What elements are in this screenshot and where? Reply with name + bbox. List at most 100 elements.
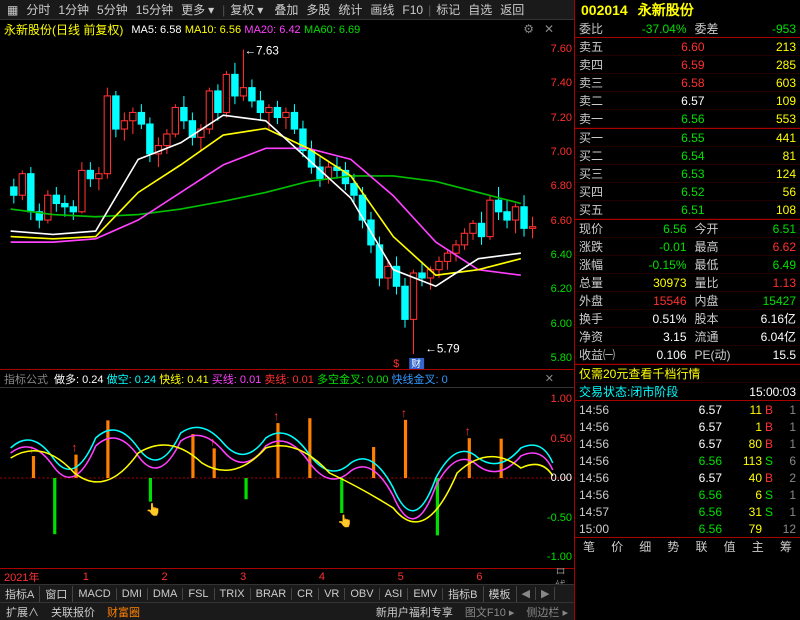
- bottom-btn[interactable]: 图文F10 ▸: [459, 604, 521, 620]
- ma-value: MA5: 6.58: [131, 24, 181, 36]
- svg-text:↑: ↑: [273, 409, 279, 423]
- svg-text:←7.63: ←7.63: [244, 43, 279, 57]
- stock-name: 永新股份: [638, 0, 694, 20]
- toolbar-btn[interactable]: 分时: [23, 1, 53, 18]
- axis-label: 7.20: [541, 112, 572, 124]
- indicator-tab[interactable]: TRIX: [215, 588, 251, 600]
- toolbar-btn[interactable]: 自选: [465, 1, 495, 18]
- toolbar-btn[interactable]: 统计: [335, 1, 365, 18]
- ind-value: 卖线: 0.01: [264, 374, 314, 386]
- right-tab[interactable]: 势: [667, 538, 679, 555]
- axis-label: 6.80: [541, 180, 572, 192]
- right-tab[interactable]: 细: [639, 538, 651, 555]
- svg-text:👆: 👆: [337, 513, 353, 528]
- indicator-tab[interactable]: DMA: [148, 588, 183, 600]
- toolbar-btn[interactable]: F10: [399, 3, 426, 17]
- right-tab[interactable]: 筹: [780, 538, 792, 555]
- indicator-tab[interactable]: VR: [319, 588, 345, 600]
- right-tab[interactable]: 价: [611, 538, 623, 555]
- main-chart[interactable]: ←7.63←5.79$财 7.607.407.207.006.806.606.4…: [0, 38, 574, 370]
- bottom-btn[interactable]: 扩展∧: [0, 604, 45, 620]
- indicator-title: 指标公式: [4, 371, 48, 387]
- indicator-tab[interactable]: ASI: [380, 588, 409, 600]
- axis-label: 0.50: [541, 433, 572, 445]
- top-toolbar: ▦分时1分钟5分钟15分钟更多▾|复权▾叠加多股统计画线F10|标记自选返回: [0, 0, 574, 20]
- ma-value: MA20: 6.42: [244, 24, 300, 36]
- ind-value: 买线: 0.01: [212, 374, 262, 386]
- toolbar-btn[interactable]: 标记: [433, 1, 463, 18]
- toolbar-btn[interactable]: 15分钟: [133, 1, 176, 18]
- indicator-tab[interactable]: FSL: [183, 588, 214, 600]
- toolbar-btn[interactable]: 更多▾: [178, 1, 220, 18]
- chart-settings-icon[interactable]: ⚙: [523, 22, 534, 36]
- indicator-tab[interactable]: 窗口: [40, 586, 73, 602]
- chart-title-bar: 永新股份(日线 前复权) MA5: 6.58 MA10: 6.56 MA20: …: [0, 20, 574, 38]
- promo-text[interactable]: 仅需20元查看千档行情: [579, 365, 700, 382]
- month-label: 4: [319, 571, 398, 583]
- indicator-tab[interactable]: BRAR: [251, 588, 293, 600]
- indicator-tab[interactable]: 指标A: [0, 586, 40, 602]
- bottom-bar: 扩展∧关联报价财富圈 新用户福利专享图文F10 ▸侧边栏 ▸: [0, 602, 574, 620]
- tick-row: 14:566.5711B1: [575, 401, 800, 418]
- time-axis: 2021年123456日线: [0, 568, 574, 584]
- axis-label: 7.00: [541, 146, 572, 158]
- close-icon[interactable]: ✕: [544, 22, 554, 36]
- month-label: 1: [83, 571, 162, 583]
- indicator-tab[interactable]: 指标B: [443, 586, 483, 602]
- right-tab[interactable]: 笔: [583, 538, 595, 555]
- tick-row: 14:566.571B1: [575, 418, 800, 435]
- indicator-tab[interactable]: MACD: [73, 588, 116, 600]
- indicator-tab[interactable]: CR: [292, 588, 319, 600]
- axis-label: 6.40: [541, 249, 572, 261]
- chart-type-icon[interactable]: ▦: [4, 3, 21, 17]
- chart-title: 永新股份(日线 前复权): [4, 21, 123, 38]
- ind-value: 多空金叉: 0.00: [317, 374, 389, 386]
- axis-label: 6.00: [541, 318, 572, 330]
- toolbar-btn[interactable]: 返回: [497, 1, 527, 18]
- right-tab[interactable]: 联: [696, 538, 708, 555]
- right-tab[interactable]: 主: [752, 538, 764, 555]
- indicator-tab[interactable]: 模板: [484, 586, 517, 602]
- bottom-btn[interactable]: 关联报价: [45, 604, 101, 620]
- axis-label: 0.00: [541, 472, 572, 484]
- svg-text:👆: 👆: [146, 502, 162, 517]
- svg-text:↑: ↑: [401, 406, 407, 420]
- toolbar-btn[interactable]: 叠加: [271, 1, 301, 18]
- svg-text:财: 财: [411, 357, 421, 369]
- toolbar-btn[interactable]: 画线: [367, 1, 397, 18]
- svg-text:↑: ↑: [71, 441, 77, 455]
- toolbar-btn[interactable]: 1分钟: [55, 1, 92, 18]
- ma-value: MA60: 6.69: [304, 24, 360, 36]
- ind-value: 做空: 0.24: [107, 374, 157, 386]
- axis-label: -0.50: [541, 512, 572, 524]
- month-label: 2: [161, 571, 240, 583]
- axis-label: 5.80: [541, 352, 572, 364]
- sub-chart[interactable]: ↑↑👆↑↑👆↑↑ 1.000.500.00-0.50-1.00: [0, 388, 574, 568]
- svg-text:↑: ↑: [465, 425, 471, 439]
- quote-panel: 002014 永新股份 委比-37.04%委差-953卖五6.60213卖四6.…: [575, 0, 800, 620]
- caifu-btn[interactable]: 财富圈: [101, 604, 146, 620]
- month-label: 6: [476, 571, 555, 583]
- bottom-btn[interactable]: 侧边栏 ▸: [520, 604, 574, 620]
- right-tab[interactable]: 值: [724, 538, 736, 555]
- indicator-tab[interactable]: OBV: [345, 588, 379, 600]
- indicator-tab[interactable]: EMV: [408, 588, 443, 600]
- ma-value: MA10: 6.56: [185, 24, 241, 36]
- tick-row: 14:566.566S1: [575, 486, 800, 503]
- ind-value: 做多: 0.24: [54, 374, 104, 386]
- toolbar-btn[interactable]: 多股: [303, 1, 333, 18]
- axis-label: 7.40: [541, 77, 572, 89]
- axis-label: 1.00: [541, 393, 572, 405]
- stock-header: 002014 永新股份: [575, 0, 800, 20]
- axis-label: -1.00: [541, 551, 572, 563]
- tick-row: 14:576.5631S1: [575, 503, 800, 520]
- indicator-tab[interactable]: DMI: [117, 588, 148, 600]
- toolbar-btn[interactable]: 复权▾: [227, 1, 269, 18]
- close-icon[interactable]: ✕: [545, 372, 554, 385]
- tick-row: 14:566.56113S6: [575, 452, 800, 469]
- toolbar-btn[interactable]: 5分钟: [94, 1, 131, 18]
- bottom-btn[interactable]: 新用户福利专享: [370, 604, 459, 620]
- svg-text:$: $: [393, 358, 399, 369]
- axis-label: 7.60: [541, 43, 572, 55]
- tick-row: 14:566.5740B2: [575, 469, 800, 486]
